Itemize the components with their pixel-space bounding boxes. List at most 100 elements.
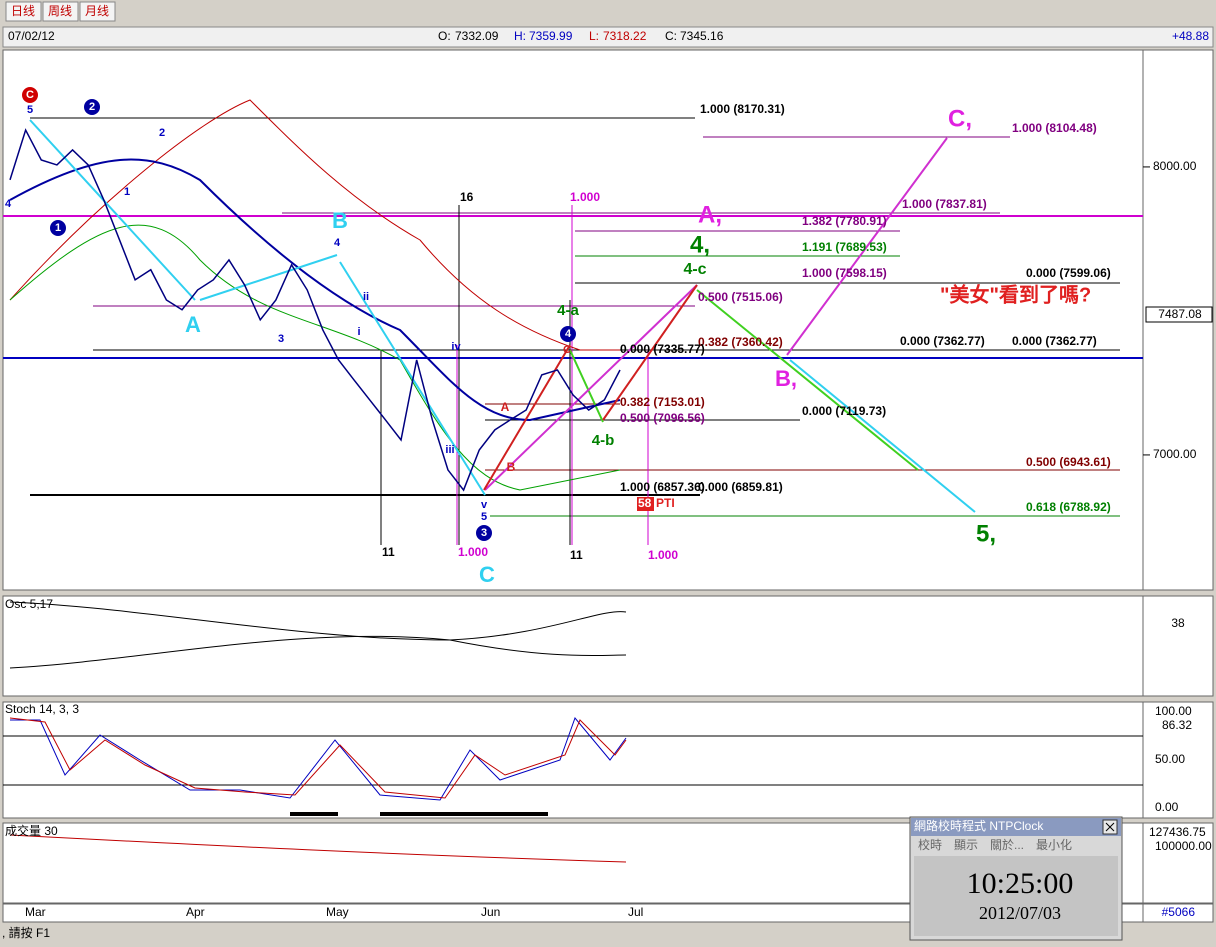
annotation: 4, bbox=[690, 231, 710, 258]
close: 7345.16 bbox=[680, 29, 724, 43]
annotation: 2 bbox=[159, 127, 165, 139]
annotation: C bbox=[563, 344, 571, 356]
tab-label[interactable]: 月线 bbox=[85, 4, 109, 18]
annotation: B bbox=[332, 208, 348, 233]
clock-title: 網路校時程式 NTPClock bbox=[914, 818, 1044, 833]
high: 7359.99 bbox=[529, 29, 573, 43]
header-bar bbox=[2, 26, 1214, 48]
tab[interactable] bbox=[5, 1, 42, 22]
last-price-box bbox=[1145, 306, 1213, 323]
volume-tick: 100000.00 bbox=[1155, 839, 1212, 853]
annotation: C bbox=[479, 562, 495, 587]
tabs: 日线 周线 月线 bbox=[5, 1, 116, 22]
annotation: 0.500 (7096.56) bbox=[620, 411, 705, 425]
arrows bbox=[29, 119, 976, 513]
clock-face bbox=[914, 856, 1118, 936]
annotation: 0.000 (7362.77) bbox=[900, 334, 985, 348]
wave-badge bbox=[476, 525, 492, 541]
month: Mar bbox=[25, 905, 46, 919]
osc-title: Osc 5,17 bbox=[5, 597, 53, 611]
record-box bbox=[1142, 903, 1214, 923]
annotations: 1.000 (8170.31) 1.000 (8104.48) 1.000 (783… bbox=[5, 87, 1111, 587]
volume-axis bbox=[1142, 822, 1214, 904]
tab-label[interactable]: 周线 bbox=[48, 4, 72, 18]
menu-item[interactable]: 關於... bbox=[990, 837, 1024, 852]
stoch-tick: 86.32 bbox=[1162, 718, 1192, 732]
annotation: 4 bbox=[565, 328, 572, 340]
annotation: 4-a bbox=[557, 302, 579, 319]
osc-panel bbox=[2, 595, 1144, 697]
stoch-tick: 100.00 bbox=[1155, 704, 1192, 718]
annotation: A bbox=[501, 400, 510, 414]
low: 7318.22 bbox=[603, 29, 647, 43]
annotation: 58 bbox=[638, 496, 652, 510]
menu-item[interactable]: 校時 bbox=[918, 837, 942, 852]
annotation: 1.000 (8104.48) bbox=[1012, 121, 1097, 135]
month: Jul bbox=[628, 905, 643, 919]
tab[interactable] bbox=[42, 1, 79, 22]
annotation: 3 bbox=[481, 527, 487, 539]
annotation: 1.191 (7689.53) bbox=[802, 240, 887, 254]
annotation: 1.000 (7598.15) bbox=[802, 266, 887, 280]
label: L: bbox=[589, 29, 599, 43]
stoch-title: Stoch 14, 3, 3 bbox=[5, 702, 79, 716]
wave-badge bbox=[84, 99, 100, 115]
label: H: bbox=[514, 29, 526, 43]
annotation: 4 bbox=[334, 237, 341, 249]
annotation: A, bbox=[698, 201, 722, 228]
menu-item[interactable]: 最小化 bbox=[1036, 838, 1072, 852]
annotation: 11 bbox=[570, 548, 583, 562]
price-panel bbox=[2, 49, 1144, 591]
annotation: 4-c bbox=[683, 261, 706, 278]
annotation: 0.382 (7153.01) bbox=[620, 395, 705, 409]
annotation: 0.000 (7362.77) bbox=[1012, 334, 1097, 348]
annotation: 0.618 (6788.92) bbox=[1026, 500, 1111, 514]
stoch-axis bbox=[1142, 701, 1214, 819]
annotation: 5 bbox=[481, 511, 487, 523]
annotation: "美女"看到了嗎? bbox=[940, 282, 1091, 306]
menu-item[interactable]: 顯示 bbox=[954, 838, 978, 852]
annotation: v bbox=[481, 499, 488, 511]
annotation: 1.382 (7780.91) bbox=[802, 214, 887, 228]
annotation: 1.000 bbox=[648, 548, 678, 562]
annotation: ii bbox=[363, 291, 369, 303]
annotation: C, bbox=[948, 105, 972, 132]
label: O: bbox=[438, 29, 451, 43]
annotation: iv bbox=[451, 341, 461, 353]
annotation: C bbox=[26, 89, 34, 101]
annotation: 1.000 bbox=[570, 190, 600, 204]
annotation: 2 bbox=[89, 101, 95, 113]
wave-badge bbox=[22, 87, 38, 103]
annotation: iii bbox=[445, 444, 454, 456]
volume-tick: 127436.75 bbox=[1149, 825, 1206, 839]
change: +48.88 bbox=[1172, 29, 1209, 43]
wave-badge bbox=[560, 326, 576, 342]
wave-badge bbox=[50, 220, 66, 236]
close-icon bbox=[1105, 822, 1115, 832]
annotation: 16 bbox=[460, 190, 474, 204]
tab-label[interactable]: 日线 bbox=[11, 4, 35, 18]
tab[interactable] bbox=[79, 1, 116, 22]
price-line bbox=[9, 128, 621, 492]
month: Jun bbox=[481, 905, 500, 919]
status: , 請按 F1 bbox=[2, 926, 50, 940]
open: 7332.09 bbox=[455, 29, 499, 43]
volume-title: 成交量 30 bbox=[5, 823, 58, 838]
annotation: A bbox=[185, 312, 201, 337]
stoch-panel bbox=[2, 701, 1144, 819]
annotation: 5, bbox=[976, 520, 996, 547]
annotation: 0.000 (7119.73) bbox=[802, 404, 886, 418]
annotation: 0.500 (6943.61) bbox=[1026, 455, 1111, 469]
annotation: 11 bbox=[382, 545, 395, 559]
badge bbox=[637, 497, 654, 511]
clock-time: 10:25:00 bbox=[967, 867, 1074, 900]
annotation: 4-b bbox=[592, 432, 615, 449]
annotation: 4 bbox=[5, 198, 12, 210]
annotation: i bbox=[357, 326, 360, 338]
annotation: 5 bbox=[27, 104, 33, 116]
clock-titlebar bbox=[911, 818, 1121, 836]
annotation: 0.000 (7335.77) bbox=[620, 342, 705, 356]
stoch-tick: 50.00 bbox=[1155, 752, 1185, 766]
annotation: B bbox=[507, 460, 516, 474]
record: #5066 bbox=[1162, 905, 1196, 919]
